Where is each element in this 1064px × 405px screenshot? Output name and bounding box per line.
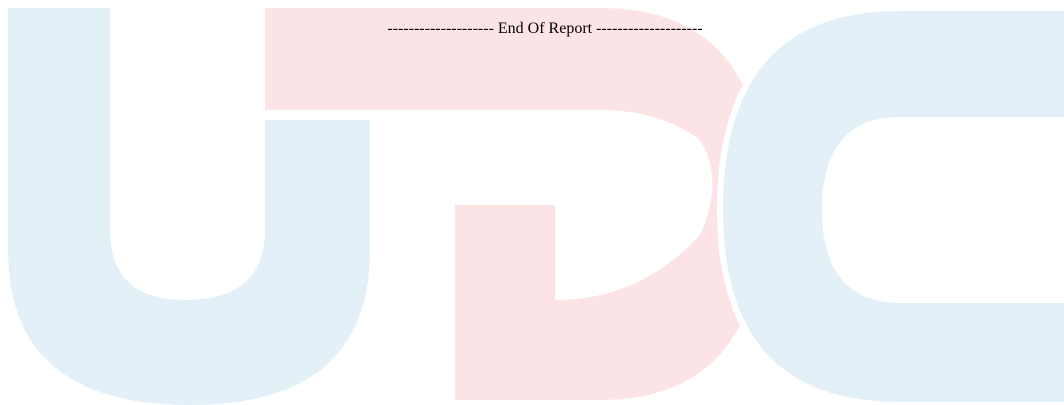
- end-of-report: -------------------- End Of Report -----…: [387, 20, 703, 37]
- watermark-u: [8, 8, 370, 405]
- watermark-d: [265, 8, 765, 400]
- watermark-c: [716, 5, 1064, 405]
